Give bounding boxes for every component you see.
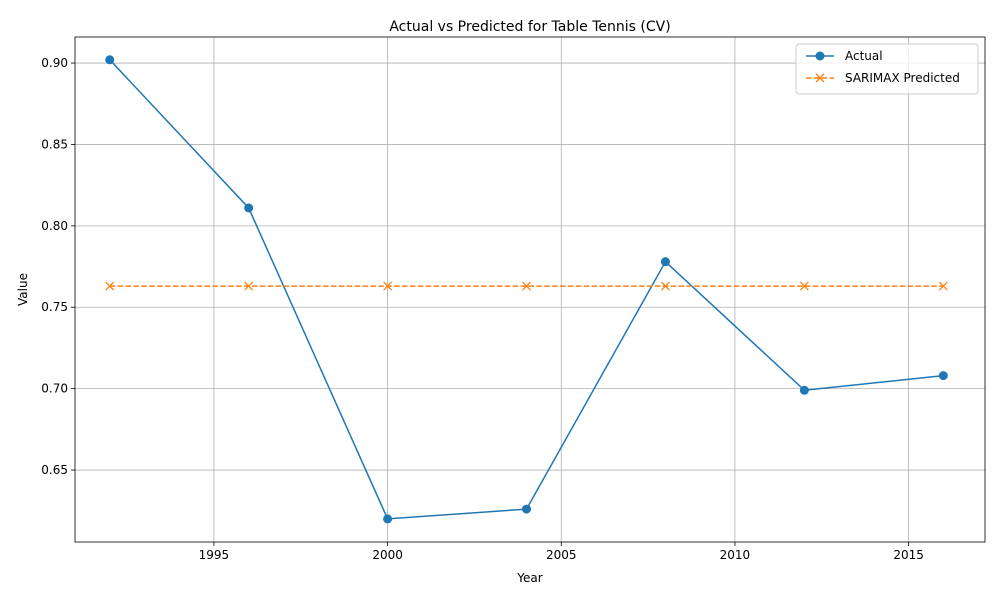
plot-area-frame <box>74 36 986 543</box>
data-point-actual <box>938 371 948 381</box>
legend-box <box>795 43 979 95</box>
legend-item-sarimax-predicted: SARIMAX Predicted <box>806 71 960 85</box>
series-line-actual <box>109 59 944 520</box>
chart-title: Actual vs Predicted for Table Tennis (CV… <box>389 19 670 35</box>
series-sarimax-predicted <box>105 281 948 291</box>
data-point-sarimax-predicted <box>522 281 531 291</box>
legend-marker-actual <box>815 51 825 61</box>
legend-label-sarimax-predicted: SARIMAX Predicted <box>845 71 960 85</box>
x-tick-label: 2015 <box>893 548 924 562</box>
data-point-actual <box>383 514 393 524</box>
y-axis-label: Value <box>16 273 30 306</box>
grid <box>75 37 985 542</box>
data-point-actual <box>244 203 254 213</box>
data-point-sarimax-predicted <box>938 281 948 291</box>
y-tick-label: 0.70 <box>41 382 68 396</box>
x-axis-ticks: 1995 2000 2005 2010 2015 <box>199 542 924 562</box>
legend: Actual SARIMAX Predicted <box>795 43 979 95</box>
data-point-actual <box>799 385 809 395</box>
data-point-sarimax-predicted <box>383 281 393 291</box>
y-tick-label: 0.90 <box>41 56 68 70</box>
x-tick-label: 2000 <box>372 548 403 562</box>
y-axis-ticks: 0.65 0.70 0.75 0.80 0.85 0.90 <box>41 56 75 477</box>
x-axis-label: Year <box>516 571 542 585</box>
x-tick-label: 2010 <box>720 548 751 562</box>
y-tick-label: 0.65 <box>41 463 68 477</box>
y-tick-label: 0.75 <box>41 300 68 314</box>
data-point-actual <box>522 504 532 514</box>
data-point-actual <box>660 257 670 267</box>
x-tick-label: 2005 <box>546 548 577 562</box>
series-layer <box>105 55 948 524</box>
data-point-sarimax-predicted <box>244 281 254 291</box>
y-tick-label: 0.80 <box>41 219 68 233</box>
legend-marker-sarimax-predicted <box>815 73 825 83</box>
data-point-sarimax-predicted <box>105 281 115 291</box>
series-actual <box>105 55 948 524</box>
data-point-sarimax-predicted <box>660 281 670 291</box>
x-tick-label: 1995 <box>199 548 230 562</box>
data-point-sarimax-predicted <box>799 281 809 291</box>
data-point-actual <box>105 55 115 65</box>
y-tick-label: 0.85 <box>41 137 68 151</box>
legend-label-actual: Actual <box>845 49 883 63</box>
legend-item-actual: Actual <box>806 49 883 63</box>
